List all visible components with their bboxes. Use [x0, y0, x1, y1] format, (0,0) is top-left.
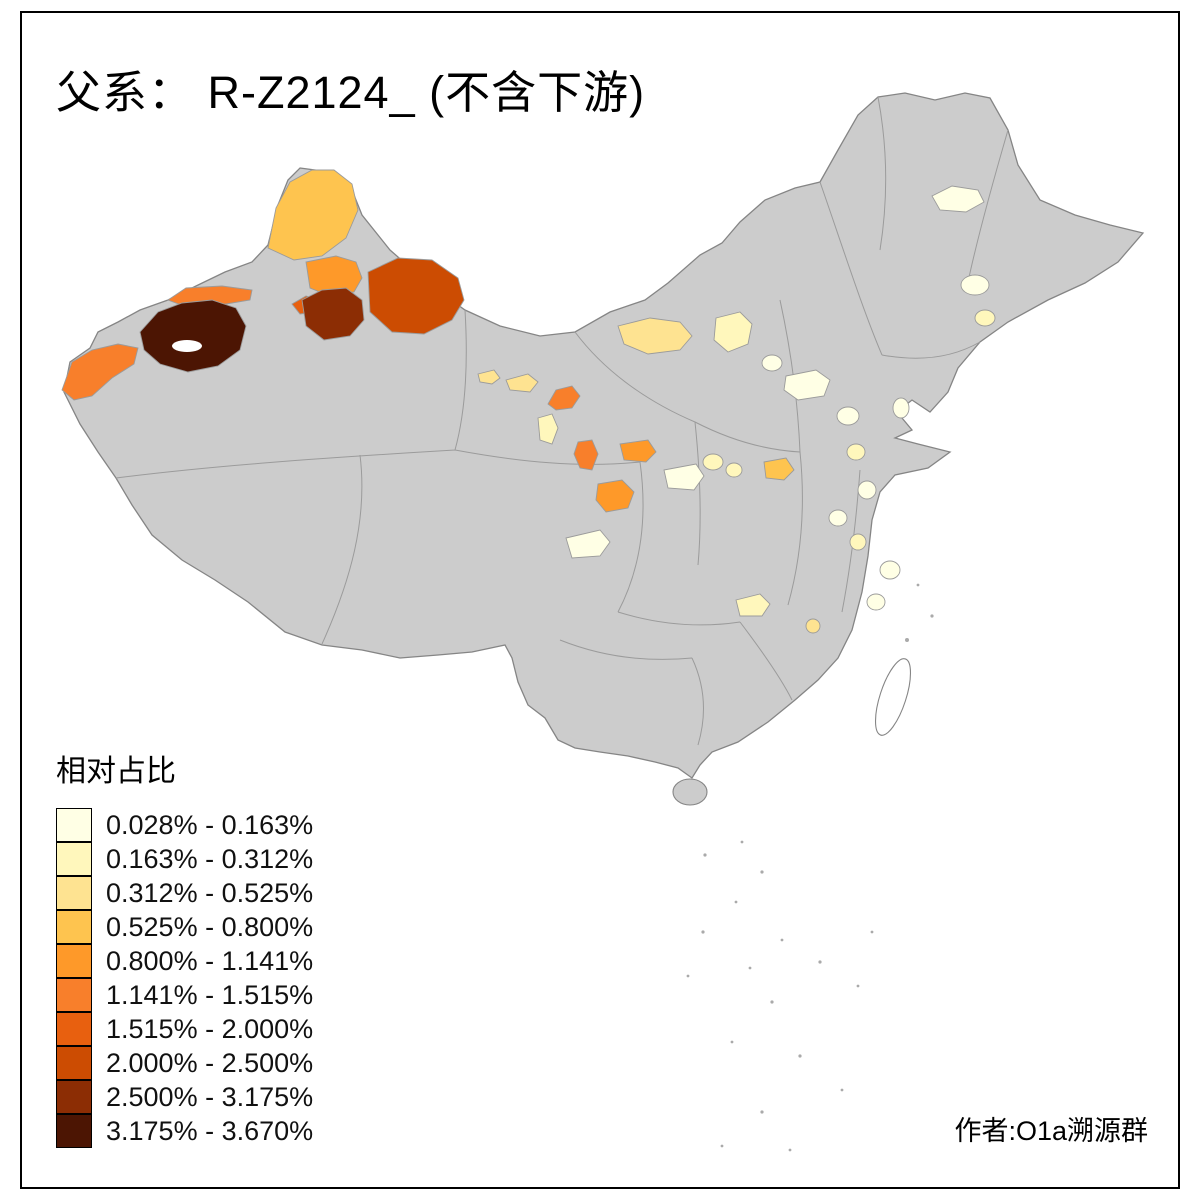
- map-region: [617, 317, 693, 355]
- south-china-sea-islets: [686, 840, 874, 1152]
- map-region: [805, 618, 821, 634]
- legend-label: 2.000% - 2.500%: [106, 1047, 314, 1078]
- map-region: [619, 439, 657, 463]
- legend-swatch: [56, 1113, 92, 1148]
- legend-swatch: [56, 875, 92, 910]
- map-region: [61, 343, 139, 401]
- legend-row: 0.312% - 0.525%: [56, 875, 314, 910]
- legend-label: 3.175% - 3.670%: [106, 1115, 314, 1146]
- map-region: [761, 354, 783, 372]
- legend-title: 相对占比: [56, 755, 176, 788]
- map-region: [857, 480, 877, 500]
- legend-row: 1.515% - 2.000%: [56, 1011, 314, 1046]
- map-region: [960, 274, 990, 296]
- legend-row: 2.500% - 3.175%: [56, 1079, 314, 1114]
- legend-row: 0.800% - 1.141%: [56, 943, 314, 978]
- map-region: [828, 509, 848, 527]
- islands: [672, 583, 934, 806]
- legend-swatch: [56, 841, 92, 876]
- legend-swatch: [56, 1045, 92, 1080]
- province-boundaries: [115, 96, 1009, 746]
- map-region: [735, 593, 771, 617]
- legend-label: 1.141% - 1.515%: [106, 979, 314, 1010]
- map-region: [846, 443, 866, 461]
- map-region: [301, 287, 365, 341]
- legend-label: 0.312% - 0.525%: [106, 877, 314, 908]
- map-region: [547, 385, 581, 411]
- legend-rows: 0.028% - 0.163% 0.163% - 0.312% 0.312% - 0…: [56, 807, 314, 1148]
- map-title: 父系： R-Z2124_ (不含下游): [56, 67, 646, 118]
- map-region: [573, 439, 599, 471]
- legend: 相对占比 0.028% - 0.163% 0.163% - 0.312% 0.312…: [56, 746, 313, 1148]
- coastal-islet: [905, 638, 909, 642]
- map-region: [367, 257, 465, 335]
- legend-label: 0.525% - 0.800%: [106, 911, 314, 942]
- legend-swatch: [56, 943, 92, 978]
- taiwan-island: [874, 658, 912, 736]
- legend-label: 0.163% - 0.312%: [106, 843, 314, 874]
- map-region: [713, 311, 753, 353]
- legend-row: 0.525% - 0.800%: [56, 909, 314, 944]
- legend-row: 2.000% - 2.500%: [56, 1045, 314, 1080]
- legend-row: 3.175% - 3.670%: [56, 1113, 314, 1148]
- map-region: [725, 462, 743, 478]
- coastal-islet: [930, 614, 934, 618]
- map-region: [702, 453, 724, 471]
- legend-swatch: [56, 1079, 92, 1114]
- legend-swatch: [56, 807, 92, 842]
- shaded-regions: [61, 169, 996, 634]
- author-credit: 作者:O1a溯源群: [954, 1116, 1148, 1146]
- map-region: [305, 255, 363, 297]
- map-region: [974, 309, 996, 327]
- map-region: [505, 373, 539, 393]
- map-region: [836, 406, 860, 426]
- map-region: [663, 463, 705, 491]
- legend-swatch: [56, 909, 92, 944]
- legend-row: 0.028% - 0.163%: [56, 807, 314, 842]
- map-region: [931, 185, 985, 213]
- legend-label: 0.800% - 1.141%: [106, 945, 314, 976]
- legend-label: 2.500% - 3.175%: [106, 1081, 314, 1112]
- map-region: [763, 457, 795, 481]
- lake: [172, 340, 202, 352]
- legend-row: 1.141% - 1.515%: [56, 977, 314, 1012]
- legend-row: 0.163% - 0.312%: [56, 841, 314, 876]
- hainan-island: [672, 778, 708, 806]
- map-region: [267, 169, 359, 261]
- map-region: [477, 369, 501, 385]
- coastal-islet: [916, 583, 920, 587]
- map-region: [879, 560, 901, 580]
- map-region: [892, 397, 910, 419]
- map-region: [595, 479, 635, 513]
- map-region: [565, 529, 611, 559]
- map-region: [139, 299, 247, 373]
- legend-label: 0.028% - 0.163%: [106, 809, 314, 840]
- legend-swatch: [56, 1011, 92, 1046]
- legend-label: 1.515% - 2.000%: [106, 1013, 314, 1044]
- map-region: [866, 593, 886, 611]
- map-region: [537, 413, 559, 445]
- map-region: [783, 369, 831, 401]
- legend-swatch: [56, 977, 92, 1012]
- map-region: [849, 533, 867, 551]
